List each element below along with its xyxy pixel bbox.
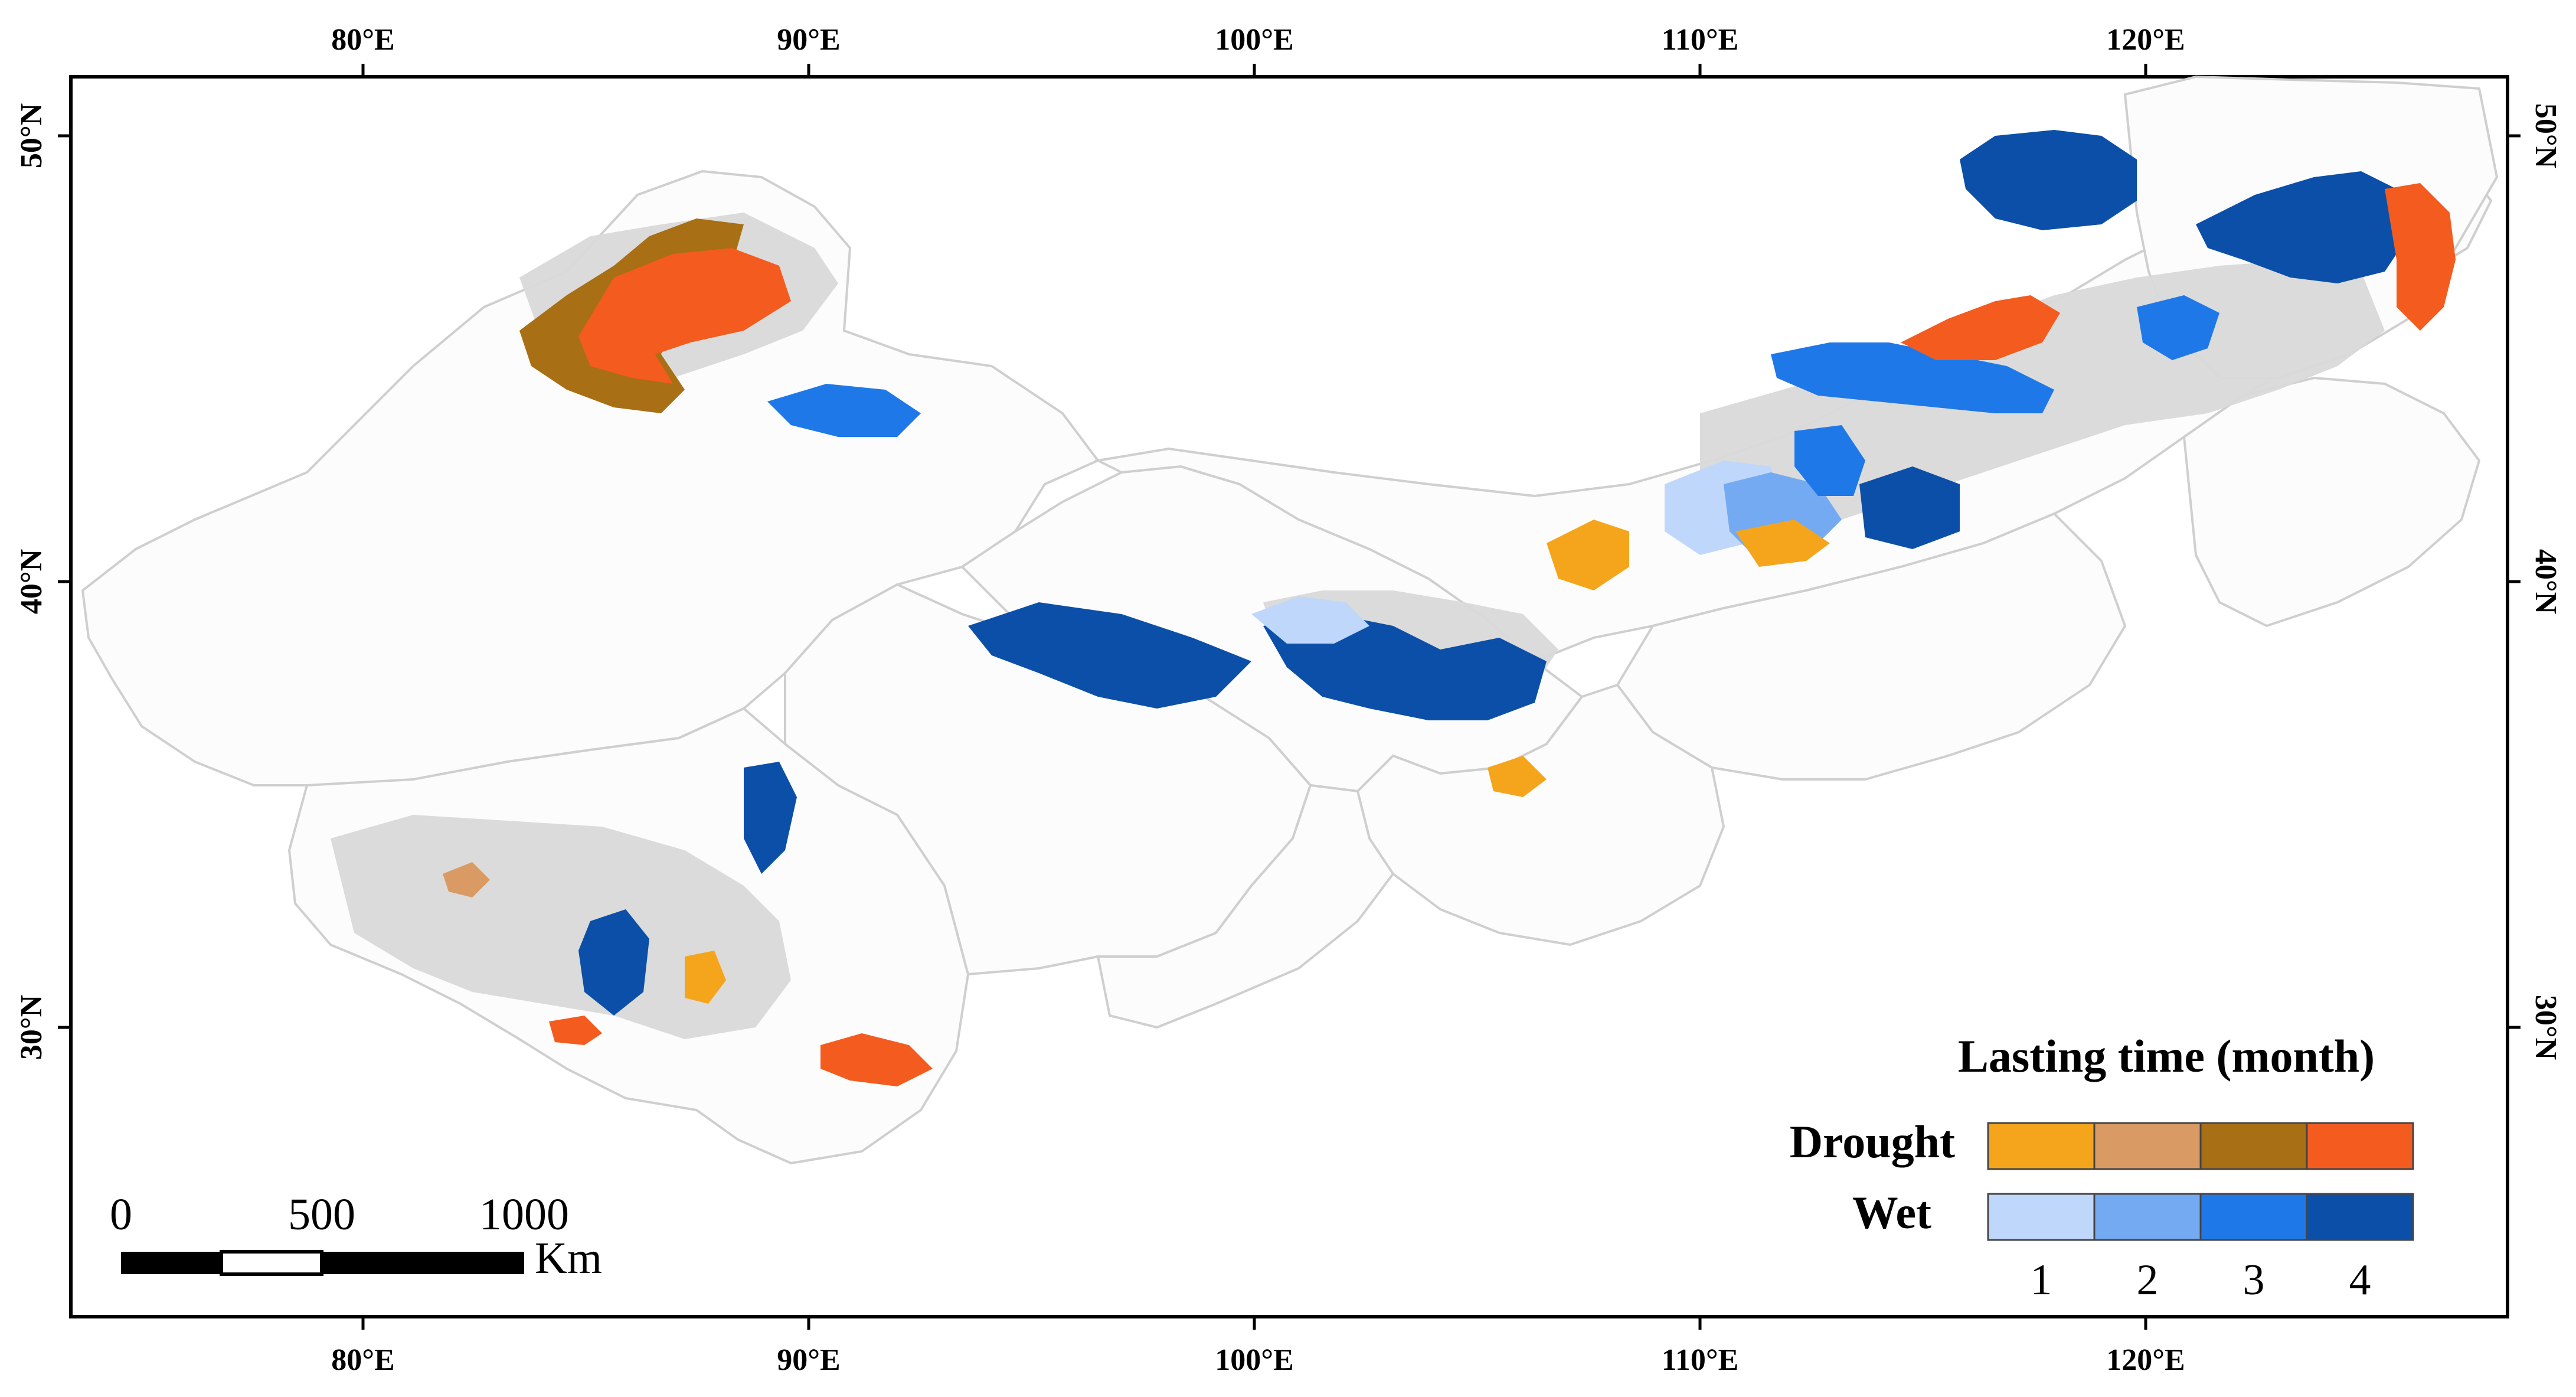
patch-drought-4 [820,1033,933,1086]
scale-label-500: 500 [288,1190,355,1239]
patch-wet-3 [1794,425,1865,496]
northeast-boundary [2182,376,2481,628]
legend-class-label: 1 [2031,1256,2052,1304]
legend-class-label: 4 [2349,1256,2371,1304]
patch-drought-4 [1901,295,2060,360]
x-tick-label-top: 100°E [1215,23,1293,57]
scale-unit: Km [535,1233,602,1283]
patch-wet-4 [2196,171,2408,283]
patch-drought-1 [1547,520,1629,590]
scale-segment-white [220,1250,323,1276]
scale-label-0: 0 [110,1190,132,1239]
legend-drought-label: Drought [1790,1116,1955,1167]
patch-wet-4 [578,909,649,1016]
patch-drought-1 [1488,756,1547,797]
legend-drought-swatch [2093,1122,2202,1170]
legend-wet-swatch [2306,1193,2414,1241]
scale-segment-black [322,1252,524,1274]
region-boundaries [81,75,2499,1165]
patch-wet-1 [1251,596,1369,644]
legend-wet-swatch [2093,1193,2202,1241]
scale-bar: 0 500 1000 Km [110,1190,602,1283]
legend-class-label: 2 [2137,1256,2159,1304]
patch-wet-3 [767,384,921,437]
patch-drought-4 [2385,183,2456,331]
legend: Lasting time (month) Drought Wet 1 2 3 4 [1790,1030,2414,1304]
patch-drought-4 [578,248,791,384]
y-tick-label-left: 40°N [15,549,48,614]
patch-drought-2 [443,862,490,897]
legend-wet-swatch [1987,1193,2096,1241]
patch-wet-3 [2137,295,2219,360]
x-tick-label-top: 120°E [2106,23,2185,57]
x-tick-label-bottom: 120°E [2106,1343,2185,1377]
patch-wet-4 [744,762,797,874]
scale-segment-black [121,1252,221,1274]
x-tick-label-top: 90°E [777,23,840,57]
legend-title: Lasting time (month) [1958,1030,2375,1082]
axis-ticks [58,64,2521,1330]
x-tick-label-top: 110°E [1662,23,1739,57]
patch-wet-4 [968,602,1251,709]
legend-wet-label: Wet [1852,1187,1931,1238]
x-tick-label-bottom: 110°E [1662,1343,1739,1377]
southwest-boundary [1096,784,1395,1029]
legend-drought-swatch [1987,1122,2096,1170]
y-tick-label-right: 40°N [2529,549,2562,614]
legend-class-label: 3 [2243,1256,2265,1304]
drought-wet-patches [443,130,2456,1086]
patch-wet-4 [1859,466,1960,549]
legend-drought-swatch [2306,1122,2414,1170]
x-tick-label-bottom: 80°E [331,1343,394,1377]
legend-drought-swatch [2199,1122,2308,1170]
y-tick-label-left: 30°N [15,995,48,1060]
patch-wet-3 [1771,342,2054,413]
patch-wet-4 [1960,130,2137,230]
y-tick-label-left: 50°N [15,103,48,168]
x-tick-label-bottom: 90°E [777,1343,840,1377]
patch-drought-4 [549,1016,602,1045]
patch-drought-1 [1735,520,1830,567]
scale-label-1000: 1000 [479,1190,569,1239]
x-tick-label-bottom: 100°E [1215,1343,1293,1377]
gray-area-tibet [331,815,791,1039]
y-tick-label-right: 50°N [2529,103,2562,168]
legend-wet-swatch [2199,1193,2308,1241]
y-tick-label-right: 30°N [2529,995,2562,1060]
patch-drought-1 [685,951,726,1004]
x-tick-label-top: 80°E [331,23,394,57]
